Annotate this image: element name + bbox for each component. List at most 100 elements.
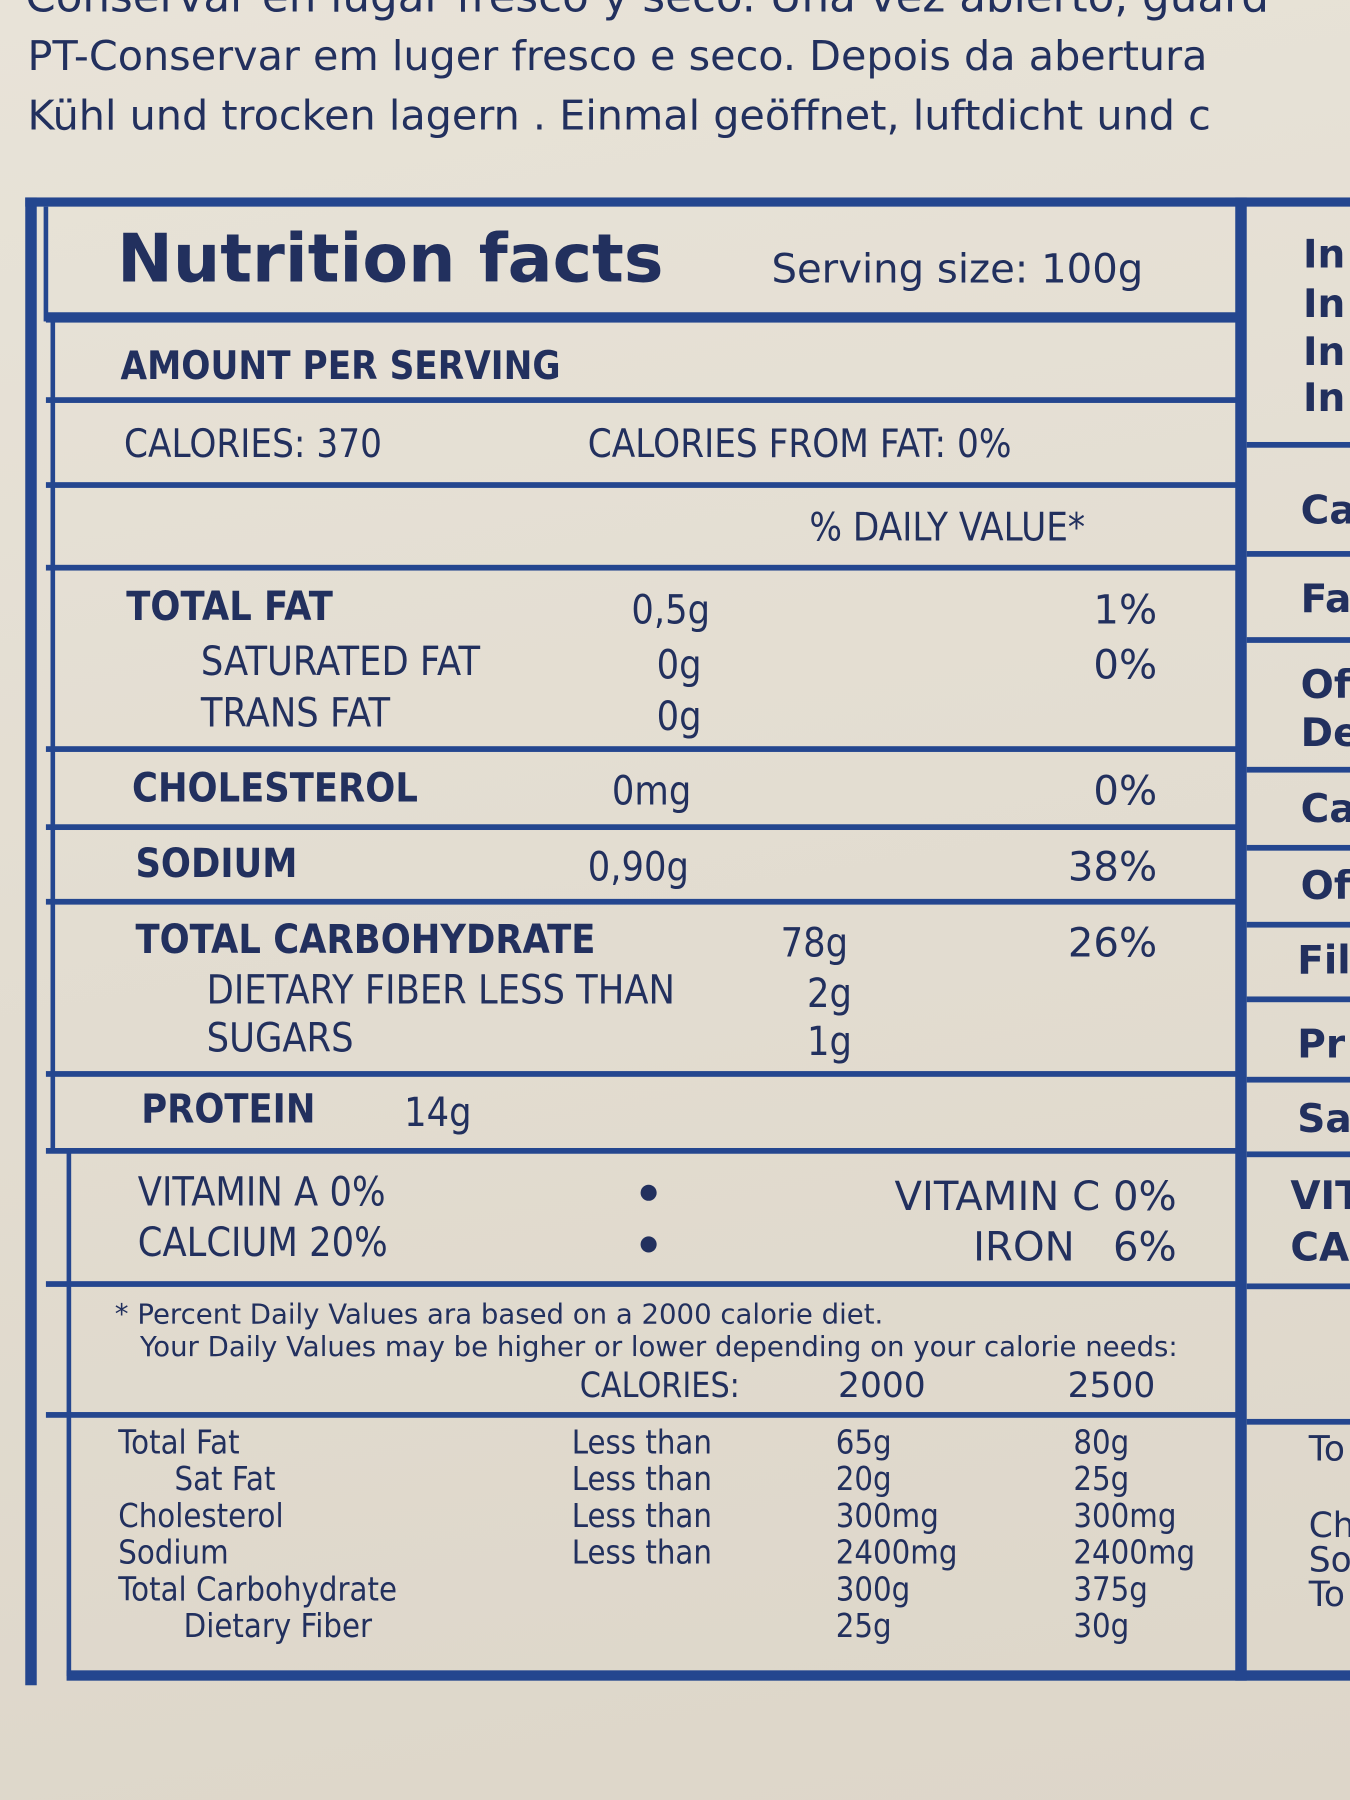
rule [45,1071,1240,1077]
header-line: Kühl und trocken lagern . Einmal geöffne… [27,92,1211,141]
table-value: 20g [835,1459,892,1499]
nutrient-name: SUGARS [206,1015,354,1062]
side-rule [1246,1418,1350,1425]
side-text: In [1302,231,1346,278]
nutrient-amount: 0,90g [587,844,689,891]
box-border [25,197,1350,207]
side-rule [1246,1151,1350,1158]
nutrient-dv: 38% [1067,844,1158,891]
box-border [25,197,37,1686]
table-qualifier: Less than [571,1459,712,1499]
nutrient-name: PROTEIN [141,1087,316,1134]
nutrient-name: SATURATED FAT [200,639,481,686]
table-value: 80g [1073,1422,1130,1462]
nutrient-dv: 1% [1093,587,1158,634]
side-text: Of [1300,662,1350,709]
box-border [50,321,56,1148]
nutrient-name: SODIUM [135,841,298,888]
side-rule [1246,844,1350,851]
rule [45,1281,1240,1287]
calories: CALORIES: 370 [123,421,382,468]
table-qualifier: Less than [571,1495,712,1535]
side-rule [1246,551,1350,557]
rule [45,482,1240,488]
side-text: To [1308,1575,1345,1616]
table-qualifier: Less than [571,1532,712,1572]
rule [45,564,1240,571]
table-header: 2500 [1067,1366,1156,1407]
footnote: Your Daily Values may be higher or lower… [140,1330,1178,1363]
nutrient-amount: 0,5g [631,587,711,634]
nutrient-dv: 0% [1093,769,1158,816]
rule [45,1412,1240,1418]
rule [45,746,1240,752]
rule [45,824,1240,831]
table-name: Sodium [118,1532,229,1572]
side-text: VIT [1290,1173,1350,1220]
calories-from-fat: CALORIES FROM FAT: 0% [587,421,1012,468]
vitamin: CALCIUM 20% [137,1220,388,1267]
side-rule [1246,766,1350,773]
side-text: In [1302,281,1346,328]
bullet [640,1184,657,1201]
table-value: 375g [1073,1569,1148,1609]
footnote: * Percent Daily Values ara based on a 20… [114,1298,884,1331]
side-text: Ch [1308,1506,1350,1547]
table-name: Total Carbohydrate [118,1569,397,1609]
box-border [66,1670,1350,1681]
table-value: 300g [835,1569,911,1609]
side-text: Fil [1297,937,1350,984]
nutrient-amount: 1g [807,1019,852,1066]
table-value: 300mg [835,1495,939,1535]
box-border [43,206,49,322]
side-text: Ca [1300,487,1350,534]
vitamin: VITAMIN A 0% [137,1169,386,1216]
side-rule [1246,637,1350,643]
table-value: 25g [835,1606,892,1646]
rule [45,397,1240,403]
bullet [640,1236,657,1253]
side-rule [1246,1076,1350,1083]
nutrient-name: CHOLESTEROL [132,765,418,812]
side-text: CA [1290,1224,1350,1271]
side-text: Pr [1297,1021,1346,1068]
box-border [1235,197,1247,1681]
nutrient-name: DIETARY FIBER LESS THAN [206,967,675,1014]
table-value: 300mg [1073,1495,1177,1535]
nutrient-dv: 0% [1093,642,1158,689]
vitamin: IRON 6% [973,1224,1177,1271]
nutrient-amount: 14g [404,1090,472,1137]
rule [45,312,1240,323]
table-qualifier: Less than [571,1422,712,1462]
table-value: 30g [1073,1606,1130,1646]
nutrient-amount: 78g [780,920,849,967]
header-line: Conservar en lugar fresco y seco. Una ve… [25,0,1269,18]
side-rule [1246,1283,1350,1290]
table-value: 2400mg [1073,1532,1196,1572]
side-text: Of [1300,863,1350,910]
serving-size: Serving size: 100g [771,246,1144,293]
side-text: In [1302,329,1346,376]
nutrient-amount: 2g [807,971,852,1018]
table-name: Total Fat [118,1422,240,1462]
section-label: AMOUNT PER SERVING [120,343,561,390]
nutrient-name: TOTAL FAT [126,584,333,631]
nutrient-amount: 0mg [611,769,692,816]
side-rule [1246,441,1350,448]
table-value: 65g [835,1422,892,1462]
nutrient-amount: 0g [656,694,702,741]
side-text: To [1308,1429,1345,1470]
side-text: So [1308,1540,1350,1581]
side-text: Fa [1300,576,1350,623]
table-header: CALORIES: [579,1366,740,1407]
side-text: Sa [1297,1096,1350,1143]
side-text: In [1302,375,1346,422]
side-rule [1246,921,1350,928]
box-border [66,1148,72,1677]
title: Nutrition facts [117,219,664,298]
side-text: Ca [1300,786,1350,833]
header-line: PT-Conservar em luger fresco e seco. Dep… [27,33,1208,81]
table-value: 2400mg [835,1532,958,1572]
